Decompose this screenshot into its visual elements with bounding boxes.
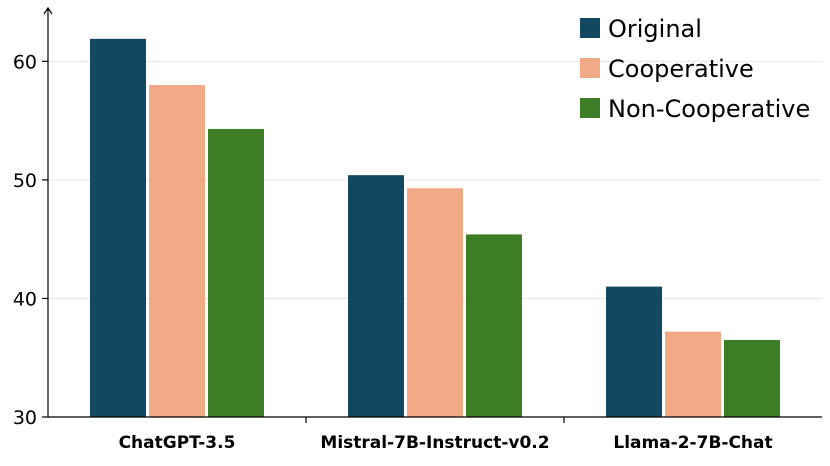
x-category-labels: ChatGPT-3.5 Mistral-7B-Instruct-v0.2 Llama… (119, 433, 773, 453)
legend-swatch (580, 98, 600, 118)
x-category-label: Llama-2-7B-Chat (613, 433, 772, 453)
bar-non-cooperative (466, 234, 522, 417)
x-category-label: ChatGPT-3.5 (119, 433, 236, 453)
bar-non-cooperative (724, 339, 780, 417)
legend-label: Original (608, 15, 702, 43)
x-category-label: Mistral-7B-Instruct-v0.2 (320, 433, 549, 453)
bar-original (90, 38, 146, 418)
legend: Original Cooperative Non-Cooperative (580, 15, 810, 123)
legend-label: Non-Cooperative (608, 95, 810, 123)
bar-cooperative (149, 85, 205, 417)
y-tick-label: 50 (13, 170, 37, 192)
bar-cooperative (407, 188, 463, 417)
bar-non-cooperative (208, 128, 264, 417)
legend-swatch (580, 58, 600, 78)
legend-label: Cooperative (608, 55, 754, 83)
bar-original (606, 286, 662, 417)
y-tick-labels: 30 40 50 60 (13, 51, 37, 429)
bars (90, 38, 780, 418)
y-tick-label: 60 (13, 51, 37, 73)
bar-original (348, 175, 404, 417)
y-tick-label: 40 (13, 288, 37, 310)
y-axis-arrow (43, 6, 53, 15)
bar-cooperative (665, 331, 721, 417)
axes (42, 6, 822, 423)
y-tick-label: 30 (13, 407, 37, 429)
legend-swatch (580, 18, 600, 38)
